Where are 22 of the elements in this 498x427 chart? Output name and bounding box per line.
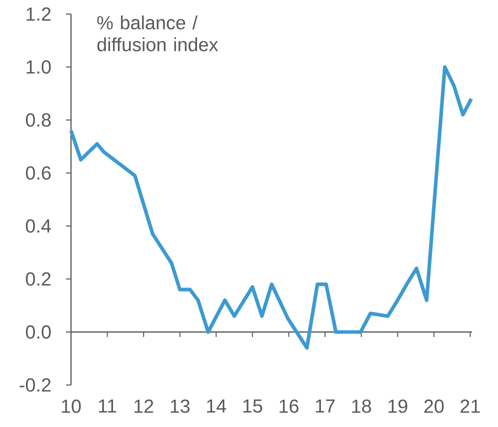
y-tick-label: 0.8	[26, 113, 51, 127]
y-tick-label: 0.0	[26, 325, 51, 339]
x-tick-label: 12	[134, 400, 154, 413]
y-tick-label: 0.6	[26, 166, 51, 180]
x-tick-label: 20	[424, 400, 444, 413]
y-axis-title: % balance / diffusion index	[97, 16, 218, 52]
x-tick-label: 16	[280, 400, 298, 413]
line-series	[69, 65, 474, 350]
x-tick-label: 17	[316, 400, 335, 413]
x-tick-label: 14	[207, 400, 226, 413]
x-tick-label: 13	[170, 400, 190, 413]
y-tick-label: -0.2	[20, 378, 51, 392]
x-tick-label: 21	[460, 400, 480, 413]
x-tick-label: 11	[98, 400, 116, 413]
x-tick-label: 10	[62, 400, 81, 413]
x-tick-label: 15	[243, 400, 262, 413]
y-tick-label: 1.0	[26, 60, 51, 74]
y-tick-label: 1.2	[26, 7, 51, 21]
y-tick-label: 0.4	[26, 219, 51, 233]
x-tick-label: 19	[388, 400, 408, 413]
y-tick-label: 0.2	[26, 272, 51, 286]
x-tick-label: 18	[352, 400, 372, 413]
